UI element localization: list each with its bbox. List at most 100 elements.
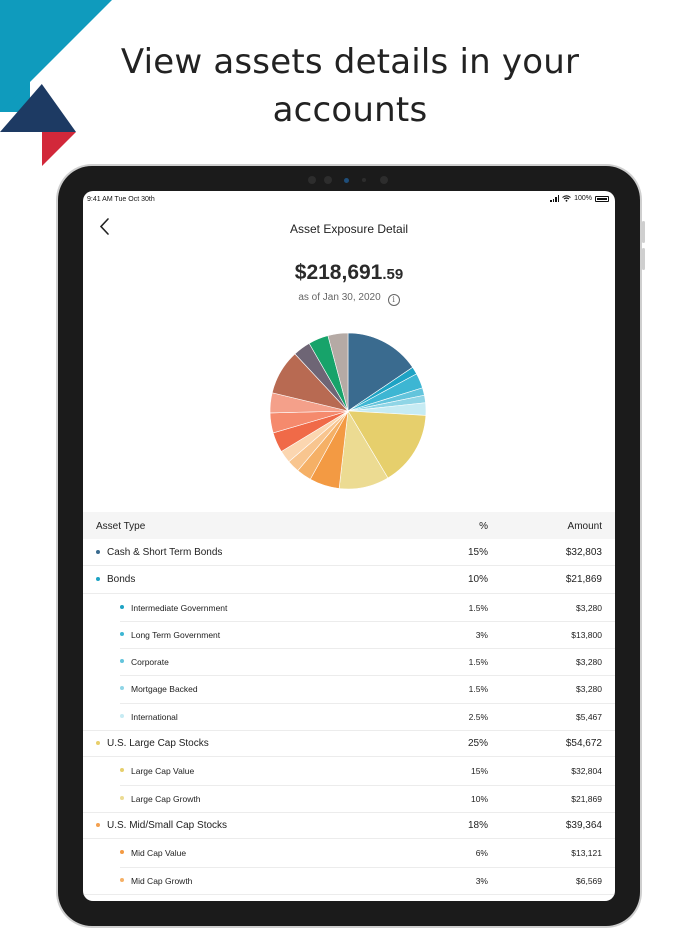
row-divider	[120, 675, 615, 677]
camera-dot	[362, 178, 366, 182]
row-divider	[120, 784, 615, 786]
asset-percent: 18%	[467, 819, 488, 831]
asset-name: Corporate	[131, 657, 169, 668]
table-row[interactable]: Corporate 1.5% $3,280	[83, 648, 615, 677]
asset-name: Large Cap Value	[131, 766, 195, 777]
legend-dot	[120, 850, 124, 855]
asset-percent: 2.5%	[468, 711, 488, 722]
asset-percent: 10%	[470, 793, 488, 804]
asset-amount: $3,280	[576, 684, 602, 695]
table-row[interactable]: International 2.5% $5,467	[83, 703, 615, 732]
asset-amount: $3,280	[576, 602, 602, 613]
asset-percent: 6%	[475, 848, 488, 859]
asset-amount: $3,280	[576, 657, 602, 668]
total-cents: .59	[382, 266, 404, 283]
header-asset-type: Asset Type	[96, 521, 146, 532]
signal-icon	[550, 195, 560, 202]
legend-dot	[120, 659, 124, 664]
table-header: Asset Type % Amount	[83, 512, 615, 539]
pie-slice[interactable]	[327, 332, 349, 412]
table-row[interactable]: Long Term Government 3% $13,800	[83, 621, 615, 650]
nav-bar: Asset Exposure Detail	[83, 215, 615, 245]
row-divider	[83, 811, 615, 813]
legend-dot	[120, 795, 124, 800]
asset-name: Cash & Short Term Bonds	[107, 547, 223, 558]
table-row[interactable]: Large Cap Value 15% $32,804	[83, 757, 615, 786]
table-row[interactable]: U.S. Mid/Small Cap Stocks 18% $39,364	[83, 812, 615, 840]
asset-amount: $13,800	[571, 629, 602, 640]
asset-amount: $32,804	[571, 766, 602, 777]
row-divider	[120, 648, 615, 650]
asset-percent: 1.5%	[468, 684, 488, 695]
camera-dot	[308, 176, 316, 184]
side-button	[642, 221, 645, 243]
table-row[interactable]: Mid Cap Growth 3% $6,569	[83, 867, 615, 895]
asset-table: Asset Type % Amount Cash & Short Term Bo…	[83, 512, 615, 895]
legend-dot	[96, 550, 100, 554]
asset-percent: 3%	[475, 629, 488, 640]
legend-dot	[96, 822, 100, 827]
camera-dot	[380, 176, 388, 184]
table-row[interactable]: Bonds 10% $21,869	[83, 566, 615, 594]
table-row[interactable]: Mid Cap Value 6% $13,121	[83, 839, 615, 868]
status-indicators: 100%	[550, 195, 609, 202]
legend-dot	[96, 577, 100, 582]
table-row[interactable]: Cash & Short Term Bonds 15% $32,803	[83, 539, 615, 567]
asset-percent: 15%	[470, 766, 488, 777]
total-dollars: $218,691	[294, 261, 383, 284]
camera-dot	[324, 176, 332, 184]
asset-name: International	[131, 711, 178, 722]
row-divider	[120, 866, 615, 868]
status-time: 9:41 AM Tue Oct 30th	[87, 196, 155, 203]
promo-headline: View assets details in your accounts	[120, 42, 580, 130]
asset-name: Mortgage Backed	[131, 684, 198, 695]
info-icon[interactable]: i	[387, 294, 400, 306]
asset-amount: $21,869	[571, 793, 602, 804]
legend-dot	[96, 741, 100, 746]
asset-name: Mid Cap Value	[131, 848, 187, 859]
asset-name: Mid Cap Growth	[131, 875, 193, 886]
legend-dot	[120, 713, 124, 718]
asset-name: Long Term Government	[131, 629, 221, 640]
table-row[interactable]: Intermediate Government 1.5% $3,280	[83, 594, 615, 622]
legend-dot	[120, 768, 124, 773]
wifi-icon	[562, 195, 571, 202]
back-button[interactable]	[97, 215, 117, 239]
legend-dot	[120, 877, 124, 882]
asset-pie-chart	[269, 332, 427, 490]
row-divider	[83, 893, 615, 895]
header-amount: Amount	[567, 521, 602, 532]
page-title: Asset Exposure Detail	[289, 222, 409, 236]
as-of-date: as of Jan 30, 2020 i	[83, 292, 615, 306]
pie-slice[interactable]	[347, 332, 414, 412]
row-divider	[120, 702, 615, 704]
table-row[interactable]: Mortgage Backed 1.5% $3,280	[83, 675, 615, 704]
row-divider	[120, 620, 615, 622]
camera-lens-dot	[344, 178, 349, 183]
table-body: Cash & Short Term Bonds 15% $32,803 Bonds 10…	[83, 539, 615, 895]
battery-percent: 100%	[574, 195, 592, 202]
status-bar: 9:41 AM Tue Oct 30th 100%	[83, 191, 615, 211]
camera-bar	[308, 174, 398, 186]
screen: 9:41 AM Tue Oct 30th 100% As	[83, 191, 615, 901]
asset-amount: $54,672	[565, 738, 602, 750]
asset-name: Bonds	[107, 574, 136, 586]
total-balance: $218,691.59	[83, 261, 615, 285]
asset-percent: 10%	[467, 574, 488, 586]
battery-icon	[595, 195, 609, 202]
row-divider	[83, 730, 615, 732]
asset-amount: $32,803	[565, 547, 602, 558]
table-row[interactable]: U.S. Large Cap Stocks 25% $54,672	[83, 730, 615, 758]
asset-name: Intermediate Government	[131, 602, 228, 613]
legend-dot	[120, 631, 124, 636]
corner-decoration-red	[42, 132, 76, 166]
corner-decoration-teal-triangle	[0, 0, 112, 112]
asset-amount: $13,121	[571, 848, 602, 859]
tablet-frame: 9:41 AM Tue Oct 30th 100% As	[58, 166, 645, 926]
asset-name: Large Cap Growth	[131, 793, 201, 804]
header-percent: %	[479, 521, 488, 532]
legend-dot	[120, 686, 124, 691]
pie-slice[interactable]	[347, 410, 427, 479]
asset-amount: $5,467	[576, 711, 602, 722]
table-row[interactable]: Large Cap Growth 10% $21,869	[83, 785, 615, 813]
